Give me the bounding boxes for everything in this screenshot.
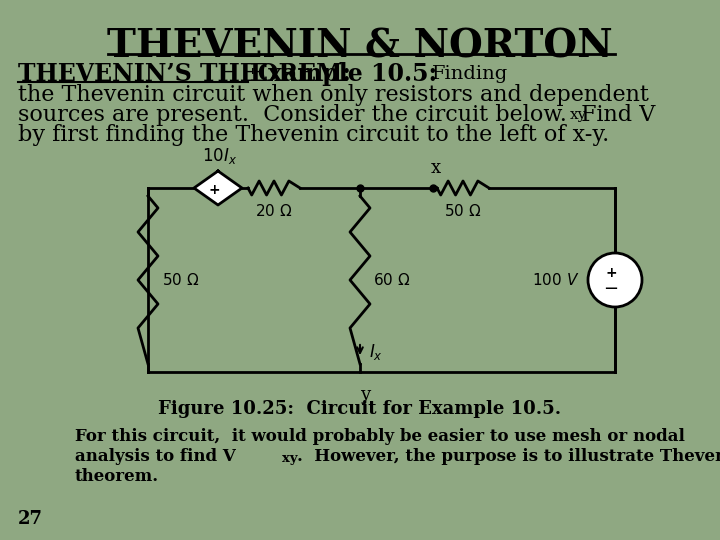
Text: +: + <box>606 266 617 280</box>
Text: $20\ \Omega$: $20\ \Omega$ <box>256 203 293 219</box>
Text: 27: 27 <box>18 510 43 528</box>
Text: the Thevenin circuit when only resistors and dependent: the Thevenin circuit when only resistors… <box>18 84 649 106</box>
Text: $10I_x$: $10I_x$ <box>202 146 238 166</box>
Text: theorem.: theorem. <box>75 468 159 485</box>
Text: sources are present.  Consider the circuit below.  Find V: sources are present. Consider the circui… <box>18 104 655 126</box>
Text: $100\ V$: $100\ V$ <box>531 272 579 288</box>
Text: xy: xy <box>570 108 588 122</box>
Text: .  However, the purpose is to illustrate Thevenin’s: . However, the purpose is to illustrate … <box>297 448 720 465</box>
Text: xy: xy <box>282 452 297 465</box>
Text: $I_x$: $I_x$ <box>369 342 383 362</box>
Text: $50\ \Omega$: $50\ \Omega$ <box>162 272 199 288</box>
Text: y: y <box>360 386 370 404</box>
Circle shape <box>588 253 642 307</box>
Text: $60\ \Omega$: $60\ \Omega$ <box>373 272 410 288</box>
Text: by first finding the Thevenin circuit to the left of x-y.: by first finding the Thevenin circuit to… <box>18 124 609 146</box>
Text: Example 10.5:: Example 10.5: <box>250 62 437 86</box>
Polygon shape <box>194 171 242 205</box>
Text: Figure 10.25:  Circuit for Example 10.5.: Figure 10.25: Circuit for Example 10.5. <box>158 400 562 418</box>
Text: x: x <box>431 159 441 177</box>
Text: +: + <box>208 183 220 197</box>
Text: $50\ \Omega$: $50\ \Omega$ <box>444 203 482 219</box>
Text: For this circuit,  it would probably be easier to use mesh or nodal: For this circuit, it would probably be e… <box>75 428 685 445</box>
Text: THEVENIN’S THEOREM:: THEVENIN’S THEOREM: <box>18 62 351 86</box>
Text: analysis to find V: analysis to find V <box>75 448 235 465</box>
Text: THEVENIN & NORTON: THEVENIN & NORTON <box>107 28 613 66</box>
Text: −: − <box>603 280 618 298</box>
Text: Finding: Finding <box>432 65 508 83</box>
